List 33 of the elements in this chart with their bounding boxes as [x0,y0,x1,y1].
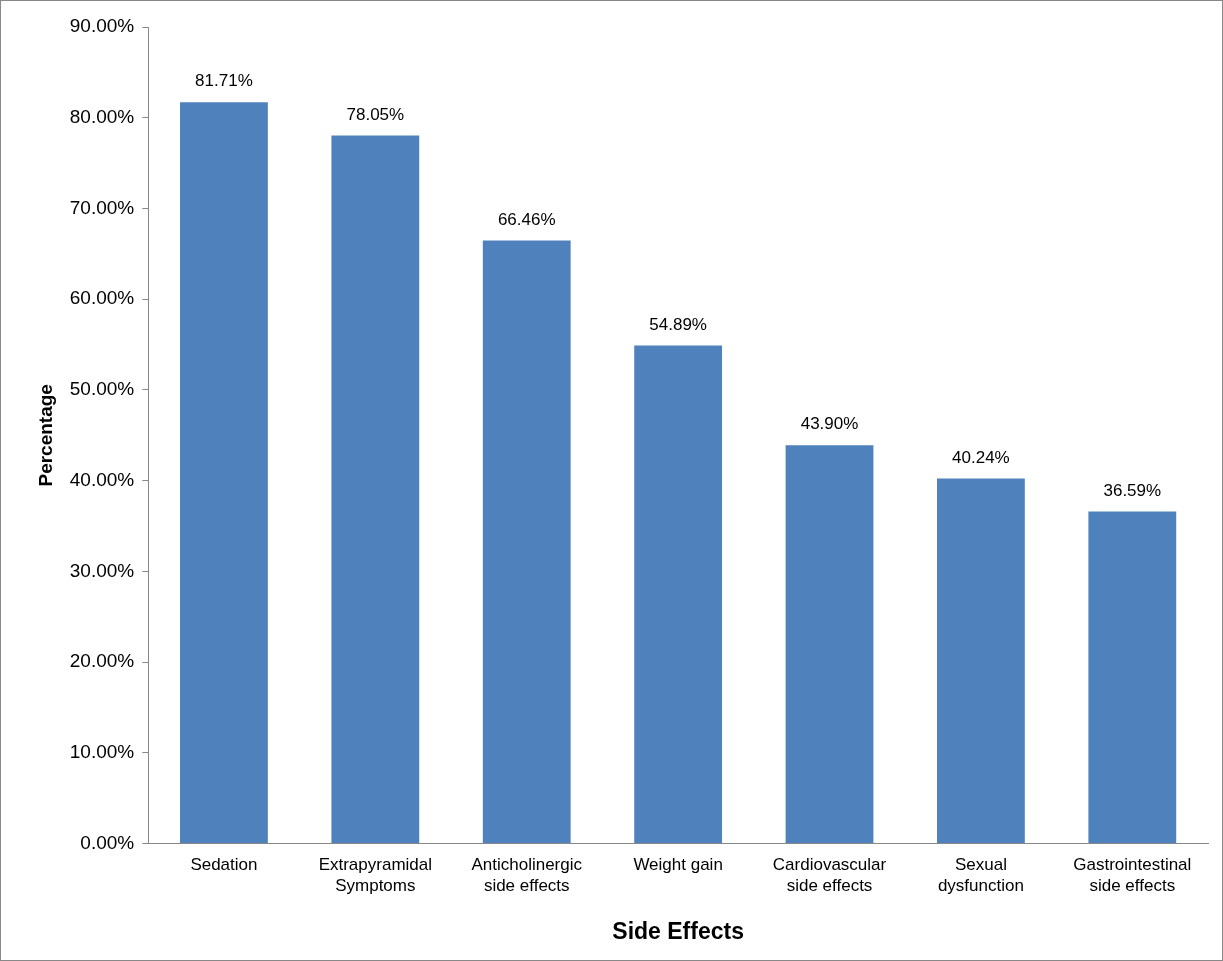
data-label: 43.90% [800,414,859,434]
y-tick-label: 70.00% [69,196,135,218]
y-tick-label: 50.00% [69,378,135,400]
y-tick-label: 90.00% [69,15,135,37]
bar [634,345,723,844]
x-tick-label: Cardiovascular side effects [772,855,887,895]
bar [331,135,420,844]
bar [482,240,571,844]
x-tick-label: Anticholinergic side effects [471,855,583,895]
x-axis-title: Side Effects [612,917,744,944]
bar [785,445,874,844]
x-tick-label: Extrapyramidal Symptoms [318,855,433,895]
y-axis-title: Percentage [34,384,56,487]
y-tick-label: 40.00% [69,468,135,490]
y-tick-label: 20.00% [69,650,135,672]
y-tick-label: 10.00% [69,741,135,763]
y-tick-label: 30.00% [69,559,135,581]
y-tick-label: 0.00% [80,831,135,853]
x-tick-label: Gastrointestinal side effects [1073,855,1192,895]
bar [937,478,1025,844]
bar [180,102,268,844]
bar [1088,511,1177,844]
y-tick-label: 60.00% [69,287,135,309]
data-label: 78.05% [346,104,405,124]
data-label: 81.71% [195,71,253,91]
data-label: 36.59% [1103,480,1162,500]
x-tick-label: Sexual dysfunction [937,855,1024,895]
data-label: 40.24% [952,447,1010,467]
x-tick-label: Weight gain [633,855,723,875]
data-label: 54.89% [649,314,707,334]
data-label: 66.46% [497,209,556,229]
x-tick-label: Sedation [190,855,258,875]
y-tick-label: 80.00% [69,105,135,127]
